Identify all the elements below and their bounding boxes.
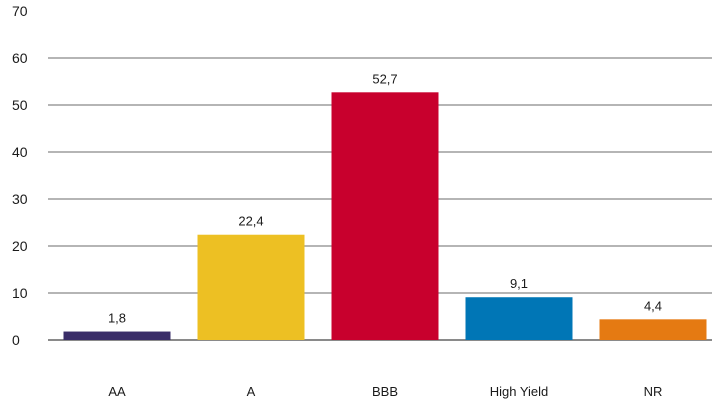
- y-tick-label: 70: [12, 3, 28, 19]
- bar-nr: [599, 319, 707, 340]
- data-label-high-yield: 9,1: [510, 276, 528, 291]
- y-tick-label: 60: [12, 50, 28, 66]
- category-label-a: A: [247, 384, 256, 399]
- bar-a: [197, 234, 305, 340]
- y-axis-ticks: 0 10 20 30 40 50 60 70: [12, 3, 28, 348]
- bar-bbb: [331, 92, 439, 340]
- data-label-a: 22,4: [238, 214, 263, 229]
- data-label-aa: 1,8: [108, 311, 126, 326]
- bar-high-yield: [465, 297, 573, 340]
- y-tick-label: 20: [12, 238, 28, 254]
- y-tick-label: 0: [12, 332, 20, 348]
- category-label-nr: NR: [644, 384, 663, 399]
- bar-aa: [63, 331, 171, 340]
- category-label-aa: AA: [108, 384, 126, 399]
- data-label-nr: 4,4: [644, 298, 662, 313]
- category-label-high-yield: High Yield: [490, 384, 549, 399]
- x-axis-categories: AA A BBB High Yield NR: [108, 384, 662, 399]
- bars: [63, 92, 707, 340]
- y-tick-label: 10: [12, 285, 28, 301]
- category-label-bbb: BBB: [372, 384, 398, 399]
- data-label-bbb: 52,7: [372, 71, 397, 86]
- y-tick-label: 50: [12, 97, 28, 113]
- y-tick-label: 40: [12, 144, 28, 160]
- data-labels: 1,8 22,4 52,7 9,1 4,4: [108, 71, 662, 325]
- y-tick-label: 30: [12, 191, 28, 207]
